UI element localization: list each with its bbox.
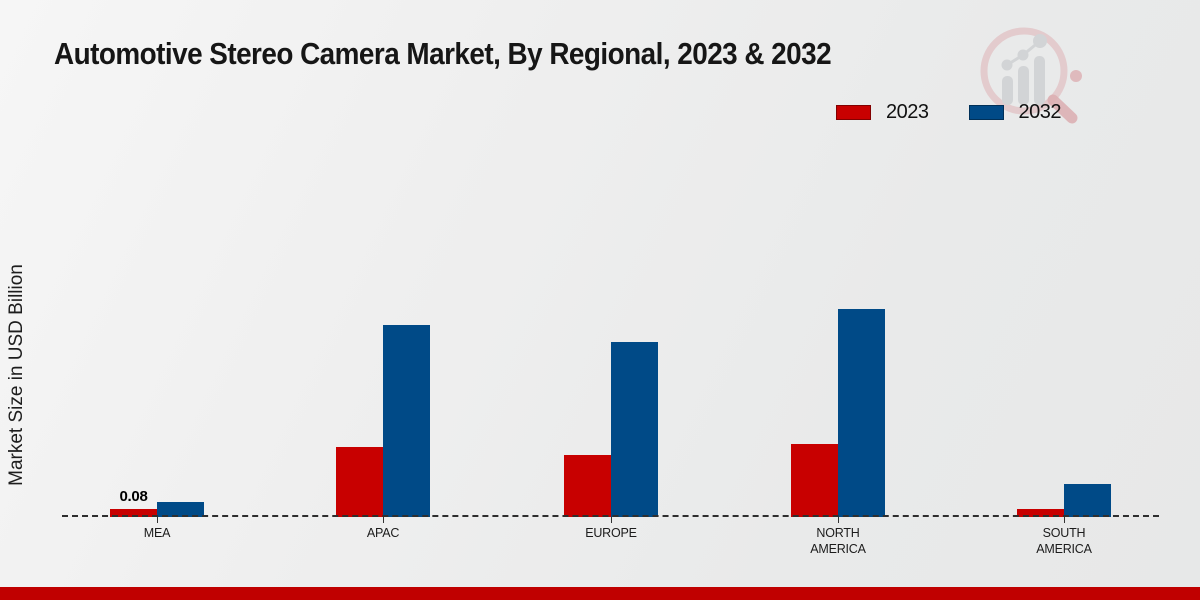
legend-swatch-2032 [968, 105, 1004, 120]
bar-2023-apac [336, 447, 383, 517]
page-title: Automotive Stereo Camera Market, By Regi… [54, 36, 832, 71]
x-axis-label-mea: MEA [143, 526, 171, 540]
bar-2023-north-america [791, 444, 838, 517]
bar-2032-south-america [1064, 484, 1111, 517]
x-axis-baseline [62, 515, 1159, 517]
bar-2023-europe [564, 455, 611, 517]
bar-2032-mea [157, 502, 204, 517]
legend-item-2032[interactable]: 2032 [968, 101, 1062, 124]
x-axis-tick-mea [157, 517, 158, 523]
bar-2023-south-america [1017, 509, 1064, 517]
y-axis-title: Market Size in USD Billion [6, 264, 27, 486]
value-label-2023-mea: 0.08 [119, 488, 148, 505]
bar-2023-mea [110, 509, 157, 517]
legend-item-2023[interactable]: 2023 [836, 101, 929, 124]
legend-label-2023: 2023 [886, 101, 929, 123]
x-axis-tick-south-america [1064, 517, 1065, 523]
x-axis-label-south-america: SOUTH AMERICA [1036, 526, 1092, 557]
bar-2032-europe [611, 342, 658, 517]
legend-label-2032: 2032 [1018, 101, 1062, 123]
x-axis-tick-north-america [838, 517, 839, 523]
bar-2032-north-america [838, 309, 885, 517]
legend-swatch-2023 [836, 105, 871, 120]
magnifier-bar-chart-logo-icon [980, 27, 1082, 124]
legend: 2023 2032 [836, 101, 1061, 124]
bottom-accent-bar [0, 587, 1200, 600]
x-axis-label-north-america: NORTH AMERICA [810, 526, 866, 557]
x-axis-label-europe: EUROPE [585, 526, 637, 540]
bar-2032-apac [383, 325, 430, 517]
x-axis-tick-europe [611, 517, 612, 523]
x-axis-label-apac: APAC [366, 526, 400, 540]
x-axis-tick-apac [383, 517, 384, 523]
